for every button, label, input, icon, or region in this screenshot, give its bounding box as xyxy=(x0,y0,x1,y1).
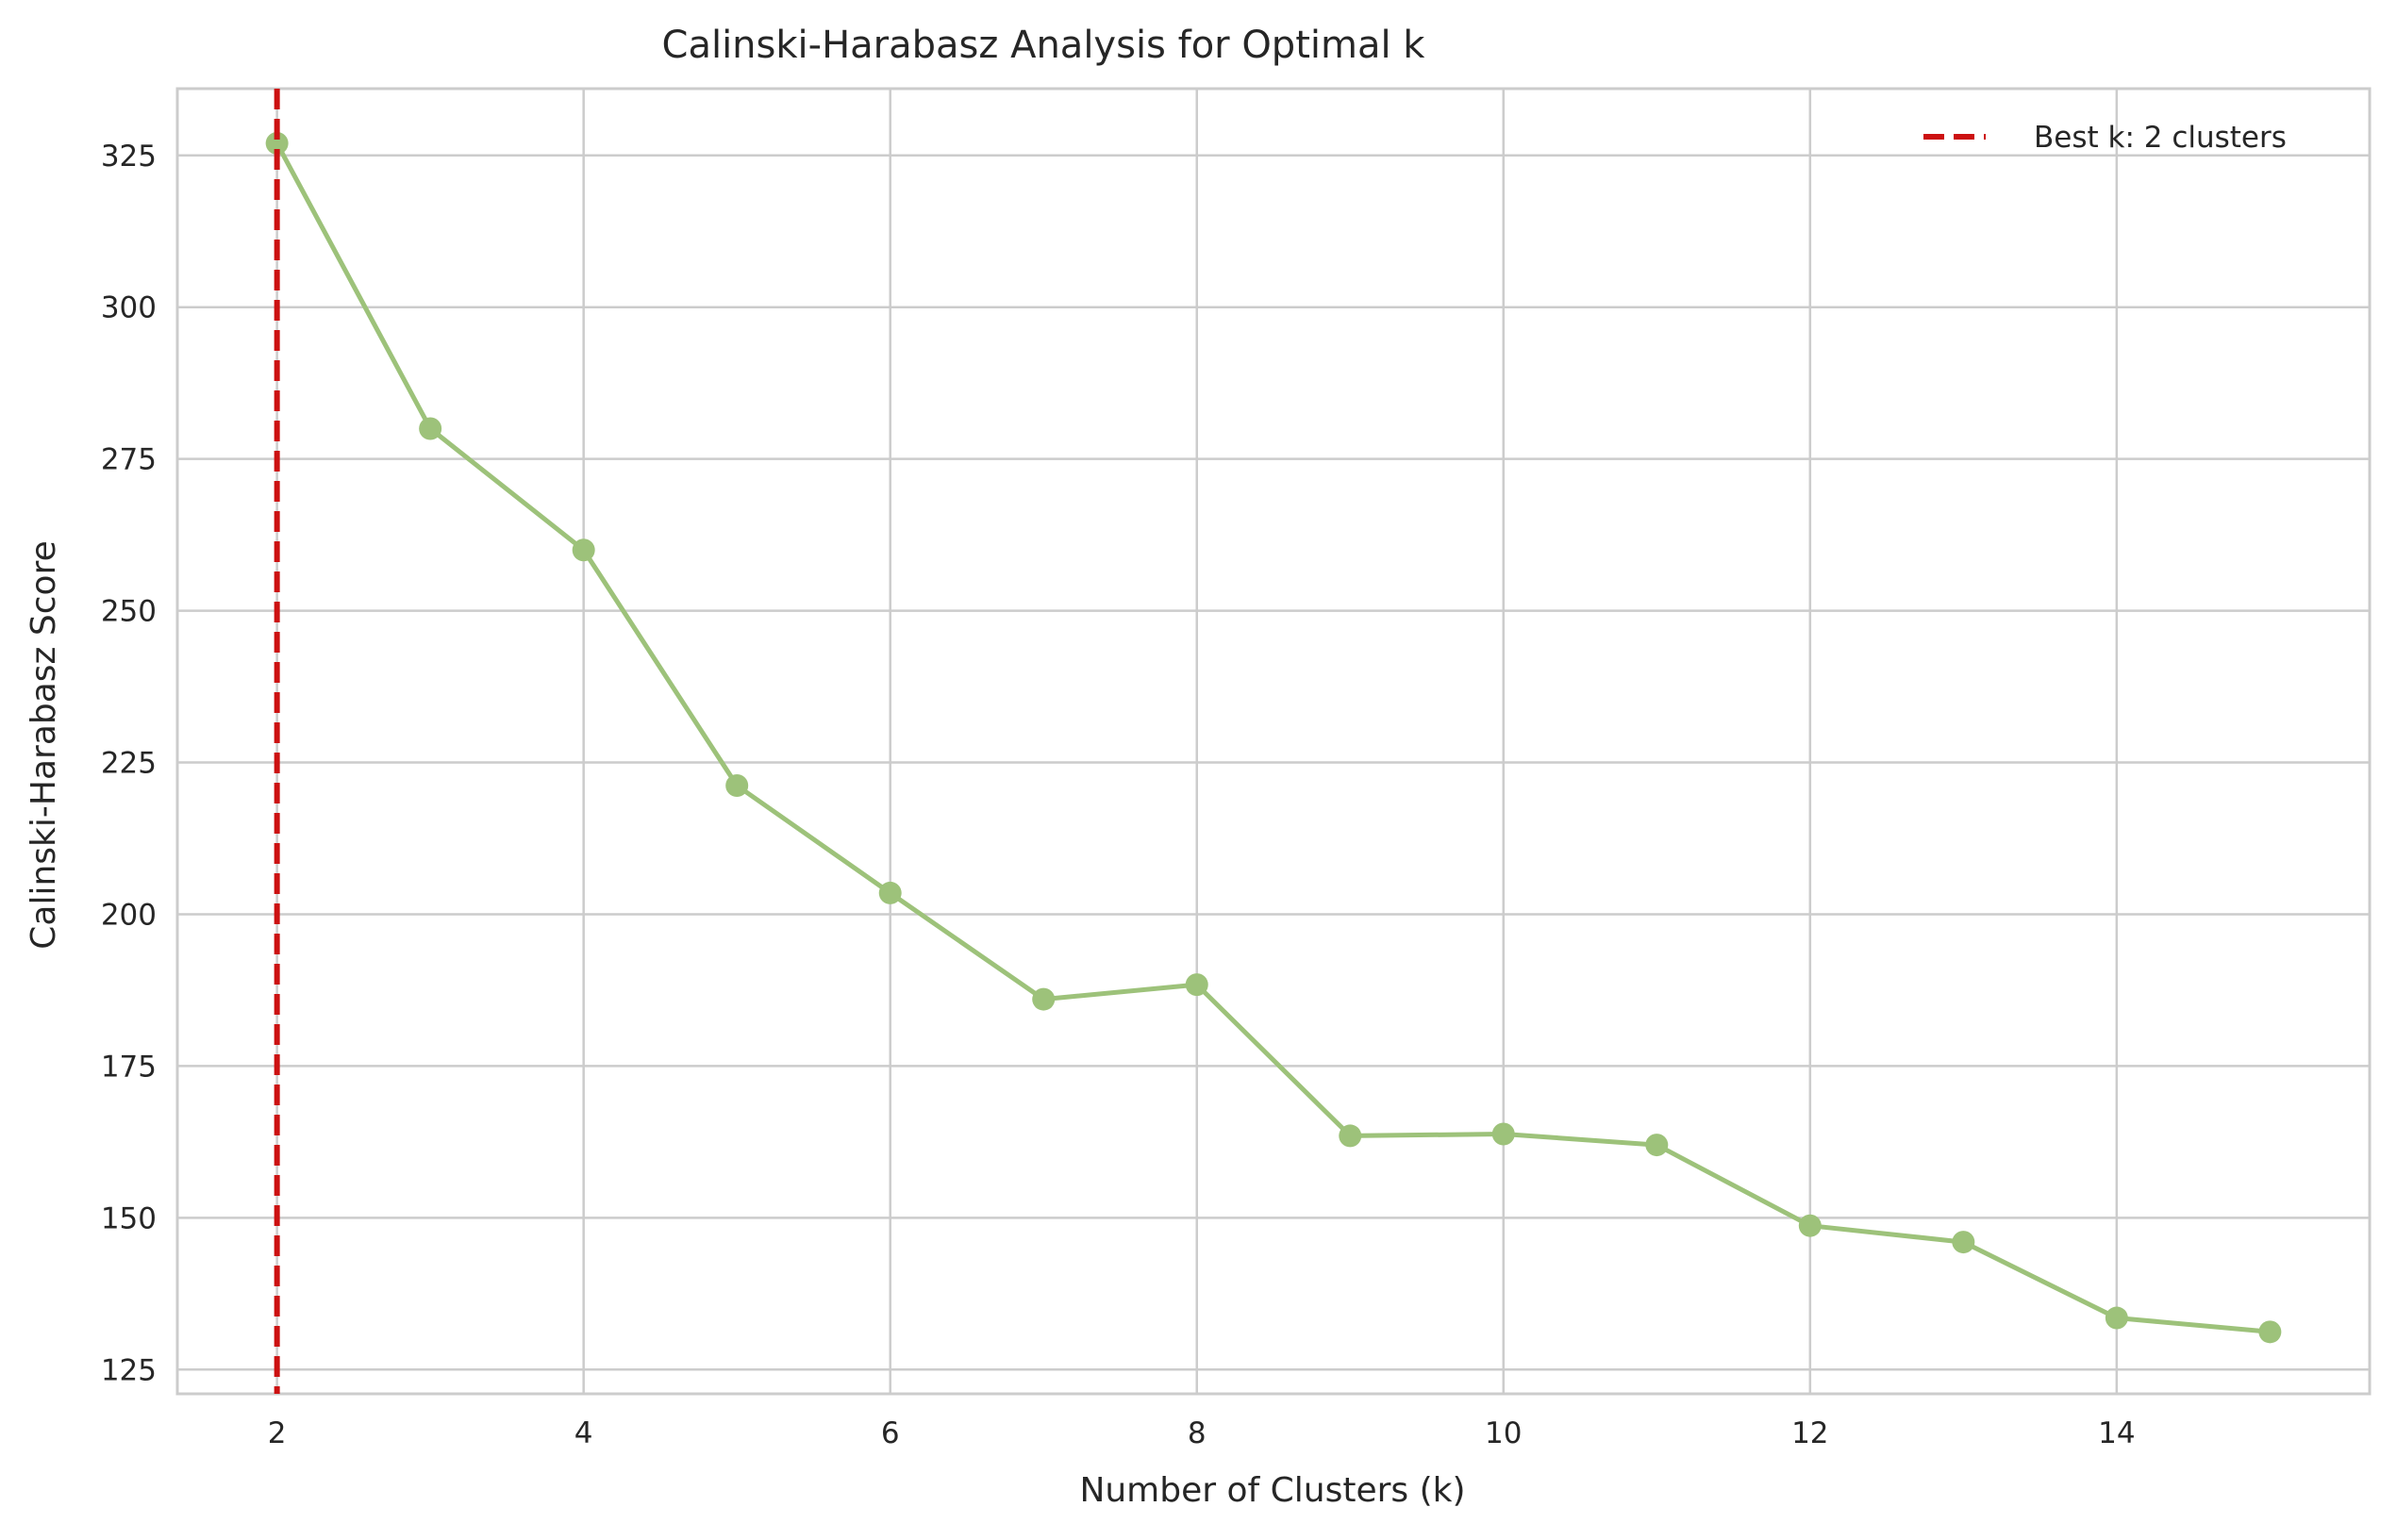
y-tick-label: 200 xyxy=(101,898,157,932)
y-tick-label: 125 xyxy=(101,1353,157,1387)
data-point xyxy=(2258,1320,2282,1344)
series-layer xyxy=(265,131,2282,1344)
data-point xyxy=(265,131,289,155)
y-tick-label: 150 xyxy=(101,1201,157,1235)
data-point xyxy=(1798,1214,1822,1237)
x-tick-label: 6 xyxy=(881,1416,900,1450)
data-point xyxy=(1645,1134,1669,1157)
data-point xyxy=(878,881,902,904)
data-point xyxy=(1339,1124,1362,1148)
x-tick-label: 8 xyxy=(1188,1416,1207,1450)
data-point xyxy=(725,773,749,797)
chart-title: Calinski-Harabasz Analysis for Optimal k xyxy=(662,24,1426,67)
y-tick-label: 175 xyxy=(101,1050,157,1084)
data-point xyxy=(1491,1122,1515,1146)
data-point xyxy=(572,538,595,562)
y-tick-label: 250 xyxy=(101,595,157,629)
y-tick-label: 325 xyxy=(101,140,157,174)
x-axis-label: Number of Clusters (k) xyxy=(1079,1471,1465,1510)
y-axis-label: Calinski-Harabasz Score xyxy=(25,540,63,949)
x-tick-label: 4 xyxy=(574,1416,593,1450)
y-tick-label: 300 xyxy=(101,291,157,325)
data-point xyxy=(2105,1306,2128,1330)
legend: Best k: 2 clusters xyxy=(1923,121,2287,155)
plot-frame xyxy=(175,87,2372,1396)
series-line xyxy=(275,141,2271,1334)
x-tick-label: 2 xyxy=(268,1416,287,1450)
grid-layer xyxy=(177,89,2370,1394)
data-point xyxy=(1032,987,1056,1011)
data-point xyxy=(1185,973,1208,997)
x-tick-label: 14 xyxy=(2098,1416,2135,1450)
y-tick-label: 225 xyxy=(101,747,157,781)
x-tick-label: 12 xyxy=(1791,1416,1828,1450)
y-tick-labels: 125 150 175 200 225 250 275 300 325 xyxy=(101,140,157,1387)
y-tick-label: 275 xyxy=(101,443,157,477)
data-point xyxy=(419,417,442,440)
data-point xyxy=(1952,1231,1975,1254)
x-tick-label: 10 xyxy=(1485,1416,1522,1450)
x-tick-labels: 2 4 6 8 10 12 14 xyxy=(268,1416,2136,1450)
legend-label: Best k: 2 clusters xyxy=(2034,121,2287,155)
